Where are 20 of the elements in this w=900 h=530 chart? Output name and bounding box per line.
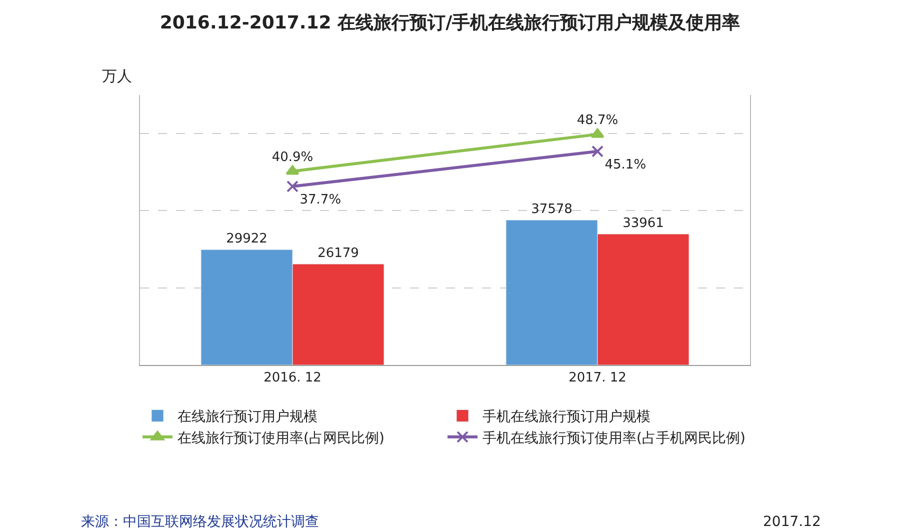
legend-label: 手机在线旅行预订使用率(占手机网民比例) bbox=[482, 430, 746, 446]
data-label: 33961 bbox=[622, 216, 664, 232]
y-axis-title: 万人 bbox=[102, 67, 132, 85]
data-label: 45.1% bbox=[604, 157, 646, 172]
chart-title: 2016.12-2017.12 在线旅行预订/手机在线旅行预订用户规模及使用率 bbox=[160, 12, 740, 34]
data-label: 37578 bbox=[531, 202, 572, 218]
data-label: 29922 bbox=[226, 232, 268, 247]
data-label: 26179 bbox=[318, 246, 359, 262]
text: 2017.12 bbox=[763, 514, 821, 530]
x-tick-label: 2016. 12 bbox=[264, 370, 322, 386]
point bbox=[286, 180, 298, 192]
data-label: 40.9% bbox=[272, 150, 314, 165]
x-tick-label: 2017. 12 bbox=[568, 370, 626, 386]
legend-label: 在线旅行预订使用率(占网民比例) bbox=[178, 430, 384, 446]
source-note: 来源：中国互联网络发展状况统计调查 bbox=[81, 514, 319, 530]
point bbox=[592, 145, 604, 158]
data-label: 48.7% bbox=[576, 112, 618, 128]
legend-label: 在线旅行预订用户规模 bbox=[178, 409, 318, 426]
data-label: 37.7% bbox=[300, 192, 342, 208]
legend-label: 手机在线旅行预订用户规模 bbox=[482, 409, 650, 426]
